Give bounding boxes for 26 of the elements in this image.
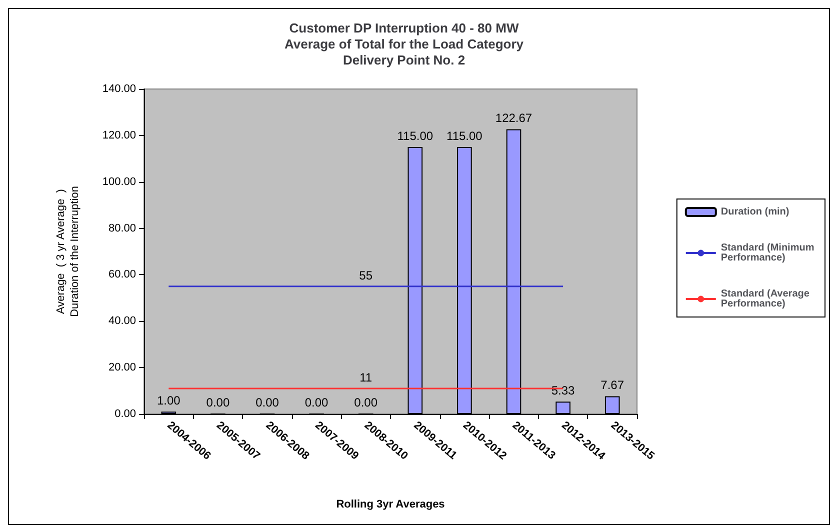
data-label: 115.00 xyxy=(446,129,483,144)
y-tick-label: 100.00 xyxy=(102,176,136,188)
y-tick-label: 80.00 xyxy=(108,222,136,234)
data-label: 5.33 xyxy=(551,384,576,398)
legend-label: Duration (min) xyxy=(720,206,790,218)
y-tick-label: 40.00 xyxy=(108,315,136,328)
y-tick-label: 60.00 xyxy=(108,268,136,281)
data-label: 11 xyxy=(360,370,372,384)
x-axis-title: Rolling 3yr Averages xyxy=(336,498,445,510)
legend-label: Standard (Average Performance) xyxy=(720,288,812,310)
data-label: 0.00 xyxy=(256,396,280,410)
data-label: 0.00 xyxy=(354,396,378,410)
data-label: 115.00 xyxy=(397,129,434,144)
data-label: 7.67 xyxy=(600,378,624,392)
y-tick-label: 120.00 xyxy=(102,129,136,142)
y-tick-label: 20.00 xyxy=(108,362,136,374)
data-label: 1.00 xyxy=(156,394,181,408)
data-label: 0.00 xyxy=(304,396,329,410)
y-axis-title: Average ( 3 yr Average ) Duration of the Interruption xyxy=(55,186,81,317)
y-tick-label: 140.00 xyxy=(102,83,136,95)
y-tick-label: 0.00 xyxy=(114,408,136,420)
chart-title: Customer DP Interruption 40 - 80 MW Average of Total for the Load Category Delivery Point No. 2 xyxy=(284,20,524,68)
data-label: 55 xyxy=(359,268,373,282)
legend-label: Standard (Minimum Performance) xyxy=(720,242,818,264)
data-label: 0.00 xyxy=(206,396,230,410)
data-label: 122.67 xyxy=(495,111,532,126)
